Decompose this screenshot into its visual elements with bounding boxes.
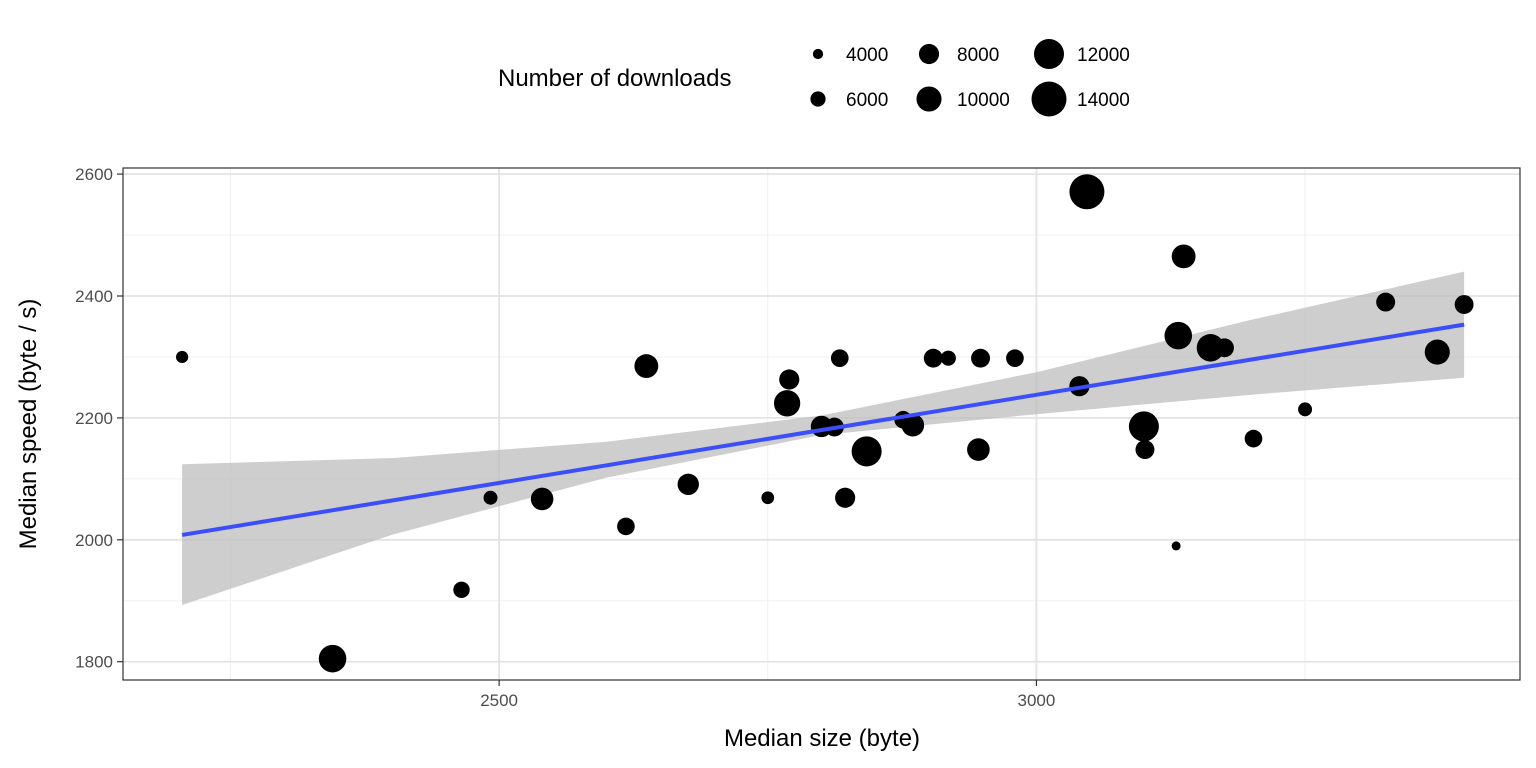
legend-key xyxy=(1031,81,1067,117)
plot-panel xyxy=(122,167,1521,681)
data-point xyxy=(830,349,849,368)
data-point xyxy=(835,487,856,508)
data-point xyxy=(634,354,659,379)
data-point xyxy=(677,473,699,496)
data-point xyxy=(1069,174,1105,210)
data-point xyxy=(1196,334,1225,362)
data-point xyxy=(923,348,943,368)
legend-label: 4000 xyxy=(846,45,888,66)
data-point xyxy=(971,348,990,368)
legend-key xyxy=(812,48,824,60)
data-point xyxy=(779,369,800,390)
y-tick-label: 1800 xyxy=(75,653,113,672)
x-axis-title: Median size (byte) xyxy=(724,725,920,752)
data-point xyxy=(1244,429,1263,448)
data-point xyxy=(1454,295,1474,314)
y-axis-title: Median speed (byte / s) xyxy=(15,299,42,550)
data-point xyxy=(530,487,554,511)
confidence-band xyxy=(182,271,1465,605)
data-point xyxy=(851,436,882,467)
y-tick-label: 2600 xyxy=(75,165,113,184)
x-tick-label: 2500 xyxy=(480,691,518,710)
data-point xyxy=(967,438,990,461)
regression-line xyxy=(181,322,1465,537)
y-tick-label: 2400 xyxy=(75,287,113,306)
legend-label: 6000 xyxy=(846,90,888,111)
legend-key xyxy=(1033,38,1065,70)
y-tick-label: 2200 xyxy=(75,409,113,428)
legend-key xyxy=(916,86,942,112)
data-point xyxy=(1298,402,1313,417)
y-tick-label: 2000 xyxy=(75,531,113,550)
legend-key xyxy=(918,43,940,65)
size-legend: Number of downloads 4000 6000 8000 10000 120… xyxy=(498,38,1130,117)
legend-label: 12000 xyxy=(1077,45,1130,66)
y-axis: 1800 2000 2200 2400 2600 xyxy=(75,165,123,672)
legend-label: 14000 xyxy=(1077,90,1130,111)
data-point xyxy=(1376,292,1396,312)
data-point xyxy=(1128,411,1159,442)
data-point xyxy=(1164,321,1193,350)
legend-key xyxy=(810,91,826,107)
data-point xyxy=(901,413,925,437)
data-point xyxy=(773,390,801,417)
data-point xyxy=(175,350,189,364)
data-point xyxy=(617,517,635,536)
data-point xyxy=(1135,440,1155,460)
x-tick-label: 3000 xyxy=(1018,691,1056,710)
data-point xyxy=(483,490,498,505)
legend-label: 8000 xyxy=(957,45,999,66)
data-point xyxy=(1171,244,1196,269)
data-point xyxy=(1171,541,1181,551)
data-point xyxy=(1424,339,1450,365)
data-point xyxy=(1215,338,1234,358)
data-point xyxy=(1006,349,1024,368)
data-point xyxy=(453,581,470,599)
legend-title: Number of downloads xyxy=(498,65,731,92)
x-axis: 2500 3000 xyxy=(480,680,1055,710)
data-point xyxy=(318,644,347,673)
data-points xyxy=(175,174,1474,673)
legend-label: 10000 xyxy=(957,90,1010,111)
data-point xyxy=(761,491,775,505)
data-point xyxy=(940,350,956,366)
